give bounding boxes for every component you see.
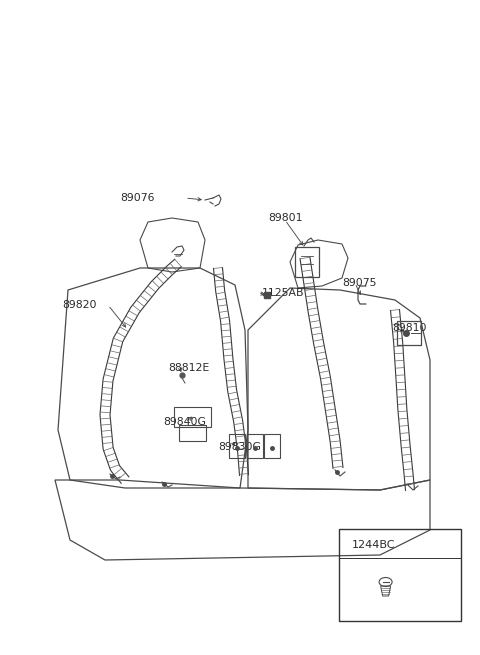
Text: 89801: 89801: [268, 213, 302, 223]
Text: 88812E: 88812E: [168, 363, 209, 373]
Text: 89820: 89820: [62, 300, 96, 310]
Text: 89830G: 89830G: [218, 442, 261, 452]
Text: 1244BC: 1244BC: [352, 540, 396, 550]
Text: 1125AB: 1125AB: [262, 288, 304, 298]
Text: 89810: 89810: [392, 323, 427, 333]
Text: 89076: 89076: [120, 193, 155, 203]
Text: 89075: 89075: [342, 278, 376, 288]
Text: 89840G: 89840G: [163, 417, 206, 427]
